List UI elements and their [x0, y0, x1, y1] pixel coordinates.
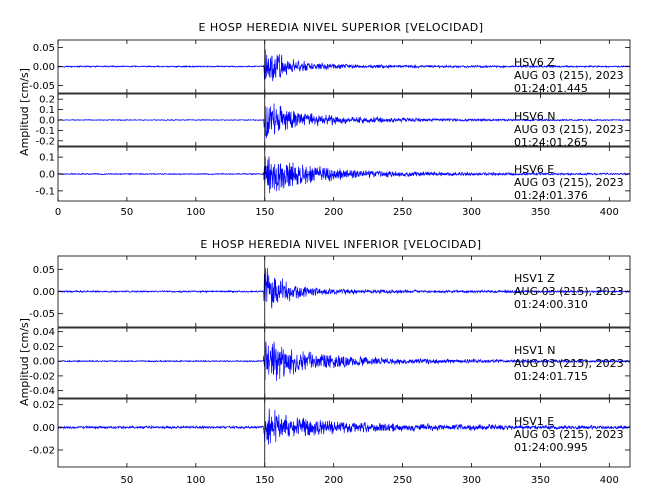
x-tick-label: 0 — [55, 207, 61, 218]
y-tick-label: -0.02 — [29, 371, 55, 382]
y-tick-label: 0.02 — [33, 400, 55, 411]
x-tick-label: 350 — [531, 475, 550, 486]
waveform-line — [57, 267, 631, 309]
y-tick-label: 0.00 — [33, 423, 55, 434]
waveform-line — [57, 49, 631, 82]
station-annotation-line: HSV6 E — [514, 163, 554, 176]
y-tick-label: -0.1 — [35, 186, 55, 197]
x-tick-label: 100 — [186, 475, 205, 486]
y-tick-label: 0.1 — [39, 105, 55, 116]
x-tick-label: 200 — [324, 475, 343, 486]
x-tick-label: 50 — [121, 207, 134, 218]
waveform-line — [57, 156, 631, 194]
y-tick-label: 0.00 — [33, 287, 55, 298]
x-tick-label: 200 — [324, 207, 343, 218]
panel-frame — [57, 398, 631, 468]
station-annotation-line: AUG 03 (215), 2023 — [514, 69, 624, 82]
station-annotation-line: AUG 03 (215), 2023 — [514, 428, 624, 441]
station-annotation-line: AUG 03 (215), 2023 — [514, 123, 624, 136]
x-tick-label: 250 — [393, 475, 412, 486]
waveform-line — [57, 408, 631, 445]
x-tick-label: 250 — [393, 207, 412, 218]
station-annotation-line: AUG 03 (215), 2023 — [514, 357, 624, 370]
station-annotation-line: AUG 03 (215), 2023 — [514, 176, 624, 189]
y-tick-label: -0.2 — [35, 136, 55, 147]
x-tick-label: 350 — [531, 207, 550, 218]
station-annotation-line: HSV6 N — [514, 110, 556, 123]
station-annotation-line: AUG 03 (215), 2023 — [514, 285, 624, 298]
station-annotation-line: HSV1 E — [514, 415, 554, 428]
bottom-chart-ylabel: Amplitud [cm/s] — [18, 318, 31, 406]
y-tick-label: 0.00 — [33, 357, 55, 368]
y-tick-label: -0.05 — [29, 81, 55, 92]
station-annotation-line: HSV1 N — [514, 344, 556, 357]
station-annotation-line: 01:24:01.445 — [514, 82, 588, 95]
waveform-line — [57, 341, 631, 381]
y-tick-label: -0.02 — [29, 446, 55, 457]
x-tick-label: 300 — [462, 207, 481, 218]
x-tick-label: 100 — [186, 207, 205, 218]
y-tick-label: 0.05 — [33, 43, 55, 54]
station-annotation-line: 01:24:00.995 — [514, 441, 588, 454]
y-tick-label: -0.05 — [29, 309, 55, 320]
y-tick-label: 0.1 — [39, 153, 55, 164]
y-tick-label: 0.2 — [39, 95, 55, 106]
x-tick-label: 150 — [255, 475, 274, 486]
station-annotation-line: 01:24:01.715 — [514, 370, 588, 383]
y-tick-label: -0.1 — [35, 126, 55, 137]
y-tick-label: -0.04 — [29, 386, 55, 397]
station-annotation-line: HSV1 Z — [514, 272, 555, 285]
y-tick-label: 0.02 — [33, 342, 55, 353]
station-annotation-line: HSV6 Z — [514, 56, 555, 69]
x-tick-label: 400 — [600, 475, 619, 486]
panel-frame — [57, 327, 631, 399]
y-tick-label: 0.04 — [33, 327, 55, 338]
station-annotation-line: 01:24:01.376 — [514, 189, 588, 202]
bottom-chart-title: E HOSP HEREDIA NIVEL INFERIOR [VELOCIDAD… — [200, 238, 481, 251]
x-tick-label: 400 — [600, 207, 619, 218]
top-chart-title: E HOSP HEREDIA NIVEL SUPERIOR [VELOCIDAD… — [198, 21, 483, 34]
x-tick-label: 50 — [121, 475, 134, 486]
x-tick-label: 300 — [462, 475, 481, 486]
top-chart-ylabel: Amplitud [cm/s] — [18, 68, 31, 156]
waveform-line — [57, 103, 631, 139]
y-tick-label: 0.0 — [39, 170, 55, 181]
y-tick-label: 0.0 — [39, 116, 55, 127]
station-annotation-line: 01:24:00.310 — [514, 298, 588, 311]
station-annotation-line: 01:24:01.265 — [514, 136, 588, 149]
x-tick-label: 150 — [255, 207, 274, 218]
y-tick-label: 0.00 — [33, 62, 55, 73]
y-tick-label: 0.05 — [33, 265, 55, 276]
